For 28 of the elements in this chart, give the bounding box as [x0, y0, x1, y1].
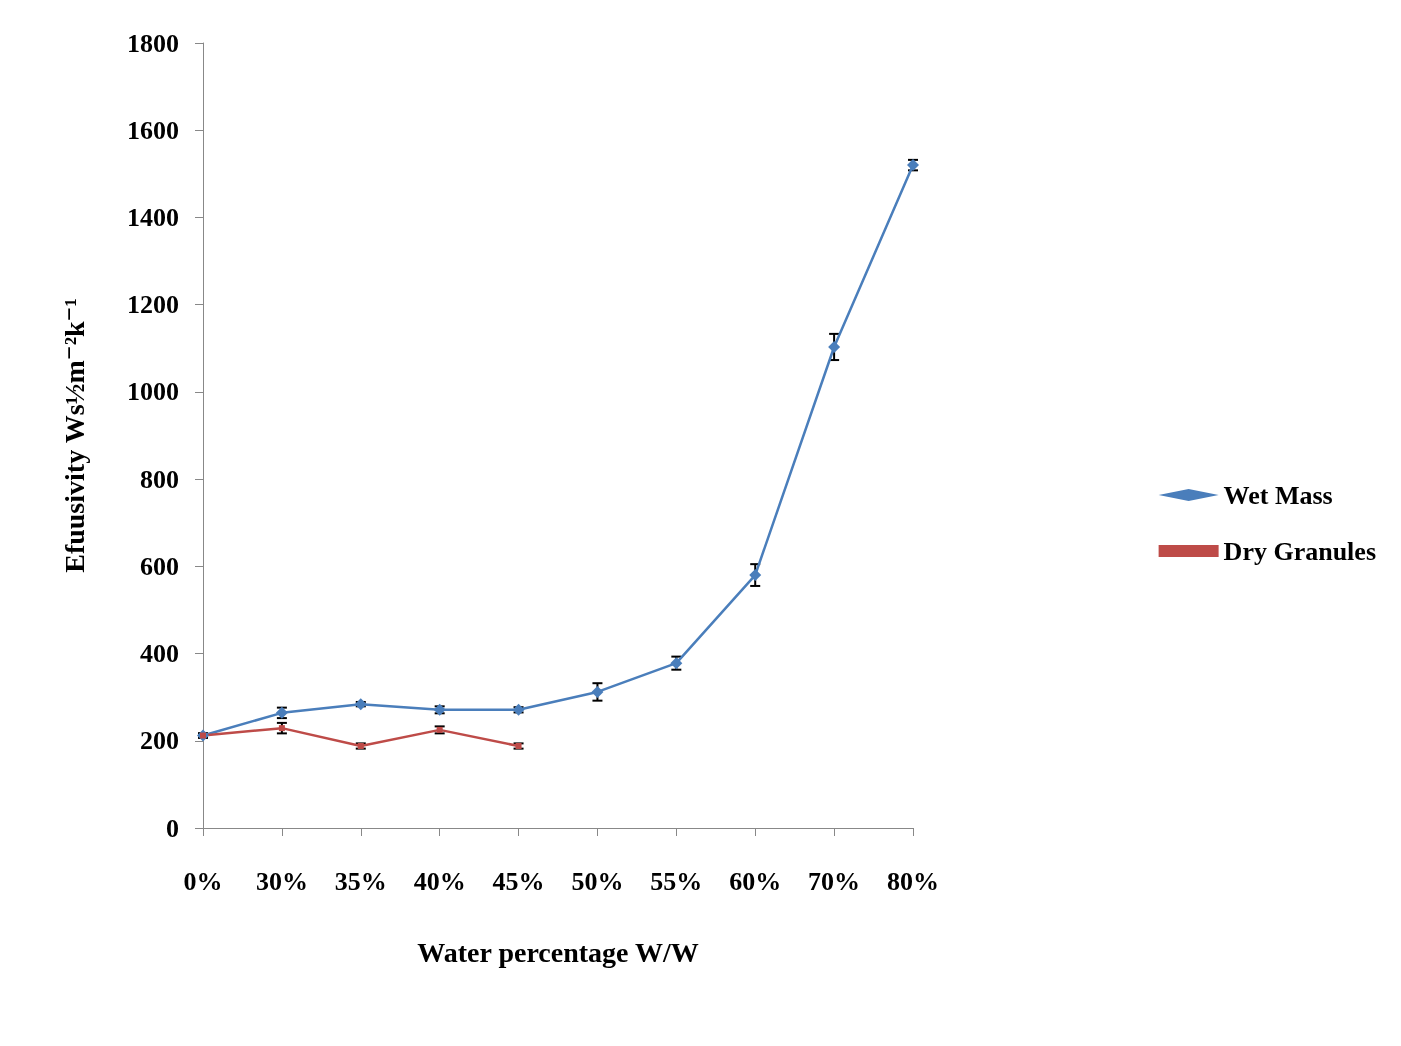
x-tick-label: 35% — [334, 866, 387, 896]
legend-label: Wet Mass — [1223, 480, 1333, 510]
y-tick-label: 1800 — [127, 28, 179, 58]
x-axis-title: Water percentage W/W — [417, 936, 699, 968]
y-tick-label: 0 — [166, 813, 179, 843]
y-tick-label: 1000 — [127, 377, 179, 407]
x-tick-label: 80% — [887, 866, 939, 896]
point — [828, 340, 841, 353]
x-tick-label: 30% — [255, 866, 308, 896]
x-tick-label: 40% — [413, 866, 466, 896]
point — [591, 685, 604, 698]
y-tick-label: 1400 — [127, 202, 179, 232]
point — [749, 569, 762, 582]
y-axis-title: Efuusivity Ws½m⁻²k⁻¹ — [58, 298, 90, 573]
y-tick-label: 1600 — [127, 115, 179, 145]
point — [278, 725, 285, 732]
y-tick-label: 1200 — [127, 290, 179, 320]
x-tick-label: 55% — [650, 866, 703, 896]
y-tick-label: 600 — [140, 551, 179, 581]
x-tick-label: 70% — [808, 866, 861, 896]
y-tick-label: 200 — [140, 726, 179, 756]
y-tick-label: 400 — [140, 639, 179, 669]
x-tick-label: 0% — [183, 866, 223, 896]
x-tick-label: 50% — [571, 866, 624, 896]
legend-label: Dry Granules — [1223, 536, 1377, 566]
x-tick-label: 60% — [729, 866, 782, 896]
x-tick-label: 45% — [492, 866, 545, 896]
y-tick-label: 800 — [140, 464, 179, 494]
